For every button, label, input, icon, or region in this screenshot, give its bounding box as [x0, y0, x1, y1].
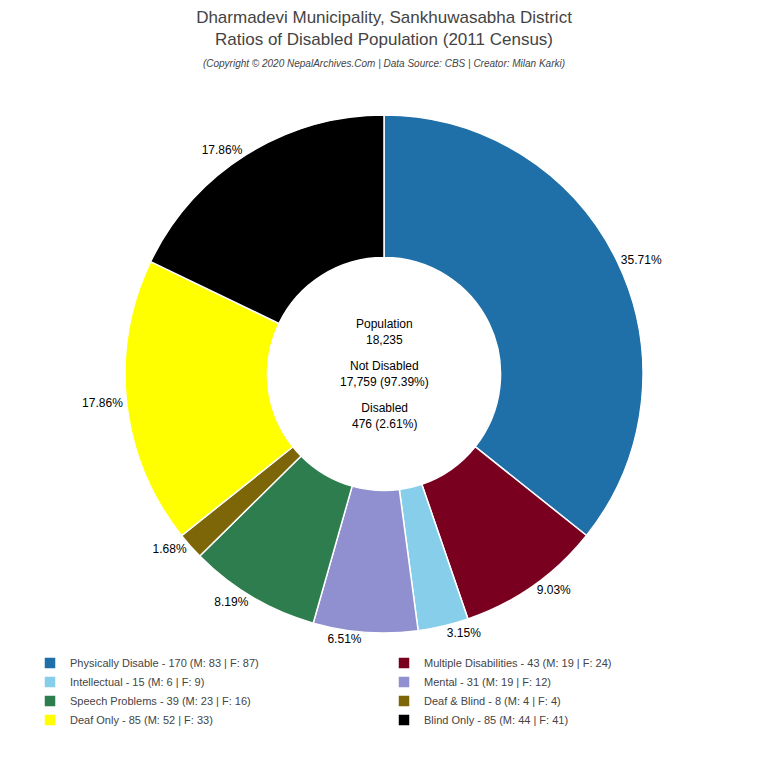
- svg-text:Population18,235: Population18,235: [356, 317, 413, 347]
- svg-text:Mental - 31 (M: 19 | F: 12): Mental - 31 (M: 19 | F: 12): [424, 676, 551, 688]
- svg-text:35.71%: 35.71%: [621, 253, 662, 267]
- svg-text:Intellectual - 15 (M: 6 | F: 9: Intellectual - 15 (M: 6 | F: 9): [70, 676, 204, 688]
- svg-text:Disabled476 (2.61%): Disabled476 (2.61%): [352, 401, 417, 431]
- svg-text:Blind Only - 85 (M: 44 | F: 41: Blind Only - 85 (M: 44 | F: 41): [424, 714, 568, 726]
- svg-text:8.19%: 8.19%: [214, 595, 248, 609]
- svg-text:Deaf & Blind - 8 (M: 4 | F: 4): Deaf & Blind - 8 (M: 4 | F: 4): [424, 695, 561, 707]
- svg-text:Multiple Disabilities - 43 (M:: Multiple Disabilities - 43 (M: 19 | F: 2…: [424, 657, 611, 669]
- svg-text:17.86%: 17.86%: [202, 143, 243, 157]
- svg-text:17.86%: 17.86%: [82, 396, 123, 410]
- svg-text:Speech Problems - 39 (M: 23 |: Speech Problems - 39 (M: 23 | F: 16): [70, 695, 251, 707]
- svg-text:6.51%: 6.51%: [327, 632, 361, 646]
- svg-text:1.68%: 1.68%: [153, 542, 187, 556]
- svg-text:Not Disabled17,759 (97.39%): Not Disabled17,759 (97.39%): [340, 359, 429, 389]
- svg-text:Physically Disable - 170 (M: 8: Physically Disable - 170 (M: 83 | F: 87): [70, 657, 259, 669]
- svg-text:Deaf Only - 85 (M: 52 | F: 33): Deaf Only - 85 (M: 52 | F: 33): [70, 714, 213, 726]
- svg-text:3.15%: 3.15%: [447, 626, 481, 640]
- svg-text:9.03%: 9.03%: [537, 583, 571, 597]
- svg-text:Dharmadevi Municipality, Sankh: Dharmadevi Municipality, Sankhuwasabha D…: [196, 8, 572, 69]
